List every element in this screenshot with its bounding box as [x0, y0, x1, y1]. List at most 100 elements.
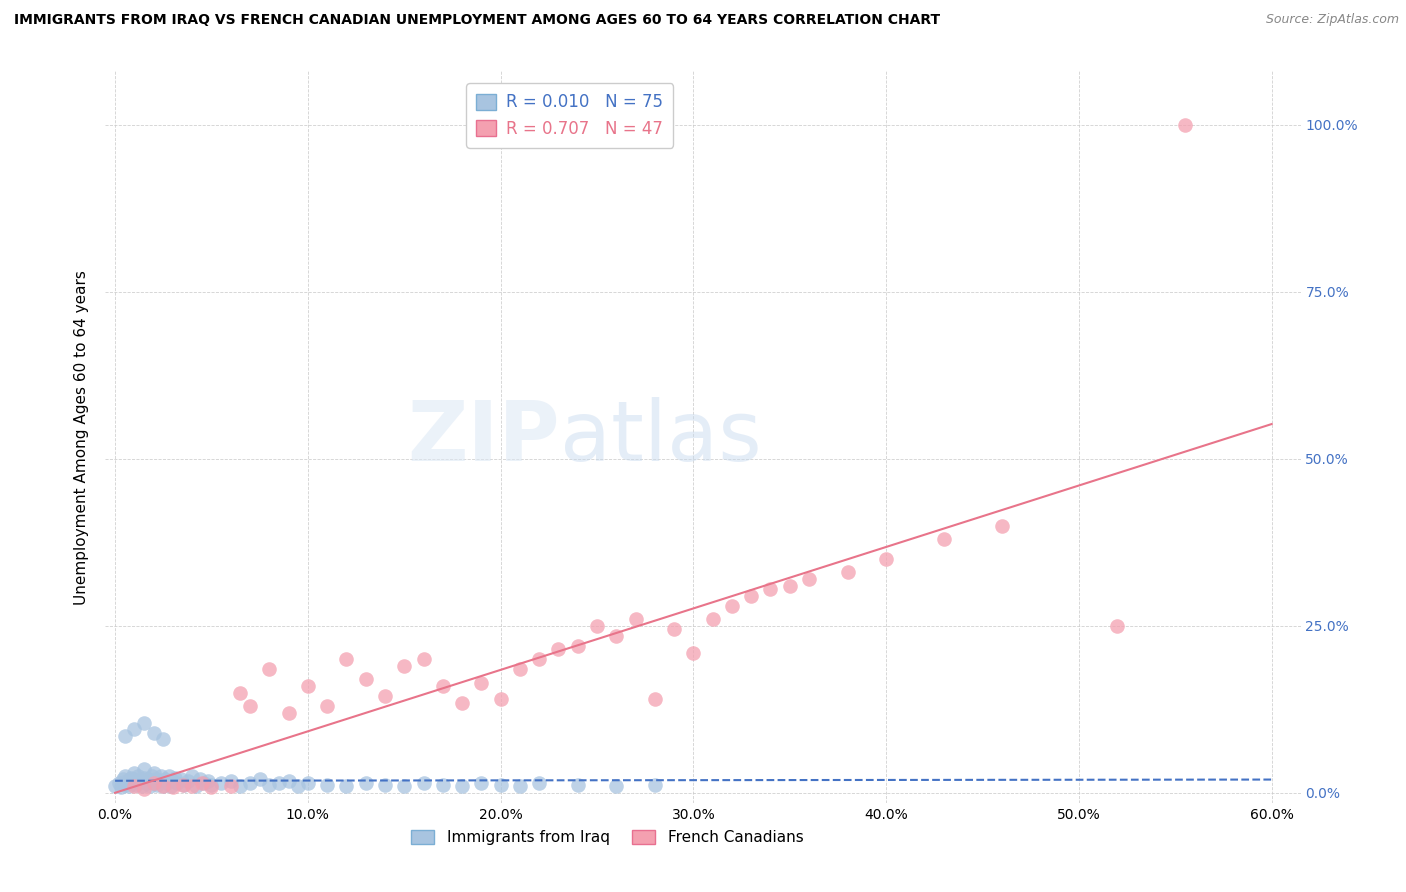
Point — [277, 706, 299, 720]
Point — [132, 715, 155, 730]
Point — [547, 642, 569, 657]
Point — [163, 771, 186, 785]
Point — [111, 772, 134, 787]
Point — [297, 679, 319, 693]
Point — [148, 773, 170, 788]
Point — [394, 658, 416, 673]
Point — [152, 732, 174, 747]
Point — [188, 772, 211, 787]
Point — [316, 698, 339, 713]
Point — [259, 778, 281, 792]
Point — [129, 773, 152, 788]
Y-axis label: Unemployment Among Ages 60 to 64 years: Unemployment Among Ages 60 to 64 years — [75, 269, 90, 605]
Point — [153, 772, 177, 787]
Point — [239, 776, 262, 790]
Point — [287, 779, 309, 793]
Point — [132, 763, 155, 777]
Point — [644, 692, 666, 706]
Point — [586, 619, 609, 633]
Point — [702, 612, 724, 626]
Point — [644, 778, 666, 792]
Point — [316, 778, 339, 792]
Point — [219, 779, 242, 793]
Point — [162, 773, 184, 788]
Point — [991, 518, 1014, 533]
Point — [197, 773, 219, 788]
Point — [527, 776, 550, 790]
Point — [117, 779, 139, 793]
Point — [721, 599, 744, 613]
Point — [104, 779, 127, 793]
Point — [160, 779, 183, 793]
Point — [145, 772, 167, 787]
Point — [121, 776, 143, 790]
Point — [759, 582, 782, 596]
Point — [509, 779, 531, 793]
Point — [114, 778, 136, 792]
Point — [132, 782, 155, 797]
Point — [875, 552, 897, 566]
Point — [374, 689, 396, 703]
Point — [259, 662, 281, 676]
Point — [157, 769, 180, 783]
Point — [181, 779, 204, 793]
Point — [142, 725, 165, 739]
Point — [115, 773, 138, 788]
Point — [193, 776, 215, 790]
Point — [451, 696, 474, 710]
Text: IMMIGRANTS FROM IRAQ VS FRENCH CANADIAN UNEMPLOYMENT AMONG AGES 60 TO 64 YEARS C: IMMIGRANTS FROM IRAQ VS FRENCH CANADIAN … — [14, 13, 941, 28]
Point — [239, 698, 262, 713]
Point — [567, 639, 589, 653]
Point — [394, 779, 416, 793]
Point — [136, 772, 159, 787]
Point — [354, 672, 377, 686]
Point — [267, 776, 290, 790]
Point — [142, 776, 165, 790]
Point — [797, 572, 820, 586]
Point — [181, 769, 204, 783]
Point — [412, 776, 434, 790]
Point — [191, 776, 214, 790]
Point — [124, 765, 146, 780]
Point — [152, 779, 174, 793]
Point — [624, 612, 647, 626]
Point — [124, 779, 146, 793]
Point — [837, 566, 859, 580]
Point — [335, 779, 357, 793]
Point — [146, 778, 169, 792]
Point — [1174, 118, 1197, 132]
Point — [142, 776, 165, 790]
Point — [335, 652, 357, 666]
Point — [156, 776, 179, 790]
Point — [451, 779, 474, 793]
Point — [605, 779, 627, 793]
Point — [142, 765, 165, 780]
Point — [470, 776, 492, 790]
Point — [177, 773, 200, 788]
Point — [209, 776, 232, 790]
Point — [120, 771, 142, 785]
Point — [114, 729, 136, 743]
Point — [509, 662, 531, 676]
Text: ZIP: ZIP — [408, 397, 560, 477]
Point — [127, 769, 149, 783]
Point — [470, 675, 492, 690]
Point — [219, 773, 242, 788]
Point — [150, 769, 173, 783]
Point — [169, 772, 191, 787]
Point — [740, 589, 762, 603]
Point — [125, 778, 148, 792]
Point — [108, 776, 131, 790]
Point — [166, 776, 188, 790]
Point — [1107, 619, 1129, 633]
Point — [152, 779, 174, 793]
Point — [229, 685, 252, 699]
Point — [432, 679, 454, 693]
Point — [114, 769, 136, 783]
Point — [172, 778, 194, 792]
Point — [605, 629, 627, 643]
Point — [489, 778, 512, 792]
Point — [432, 778, 454, 792]
Point — [567, 778, 589, 792]
Point — [682, 646, 704, 660]
